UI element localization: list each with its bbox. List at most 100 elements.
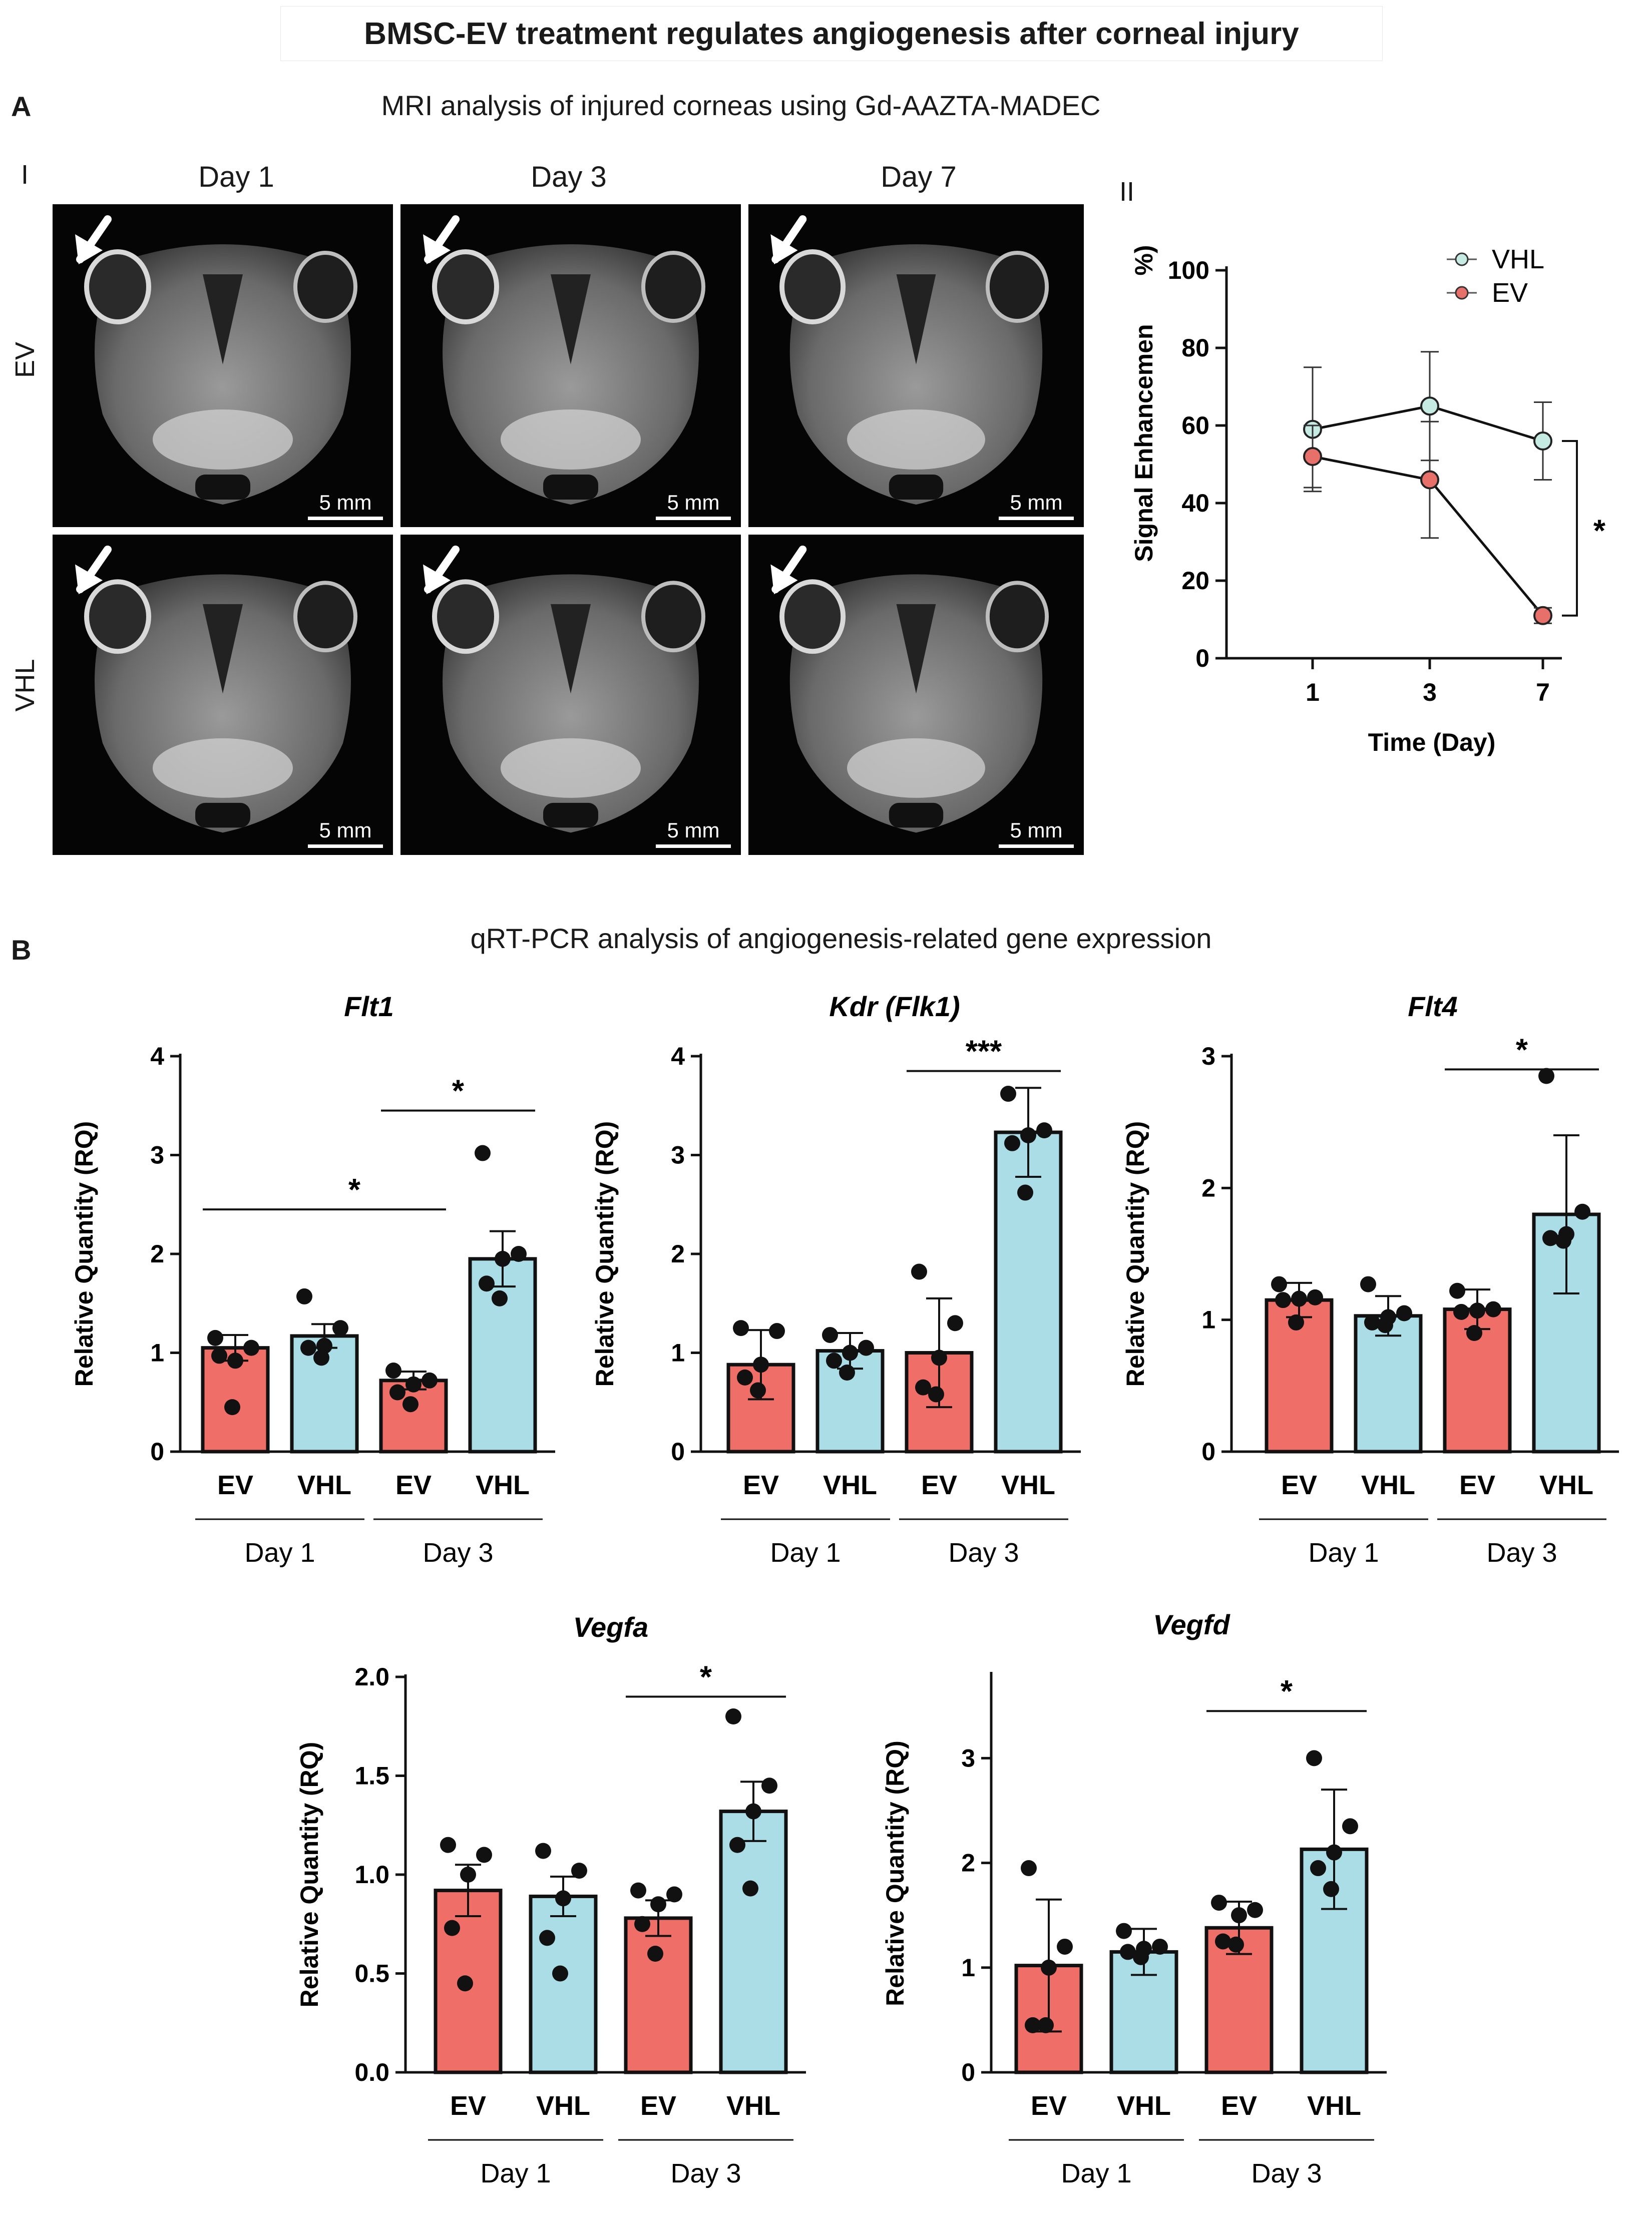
replicate-point	[761, 1778, 777, 1794]
replicate-point	[1342, 1818, 1358, 1835]
replicate-point	[742, 1880, 758, 1897]
replicate-point	[1469, 1302, 1485, 1319]
bar-vhl	[719, 1810, 788, 2074]
figure-title: BMSC-EV treatment regulates angiogenesis…	[280, 6, 1383, 61]
left-eye	[432, 249, 499, 324]
group-label: Day 1	[1061, 2158, 1131, 2188]
replicate-point	[457, 1975, 473, 1992]
category-label: VHL	[1117, 2091, 1171, 2121]
x-axis-label: Time (Day)	[1368, 728, 1496, 756]
replicate-point	[753, 1357, 769, 1373]
oral-cavity	[889, 802, 944, 828]
replicate-point	[1323, 1881, 1339, 1897]
significance-label: *	[348, 1173, 361, 1207]
replicate-point	[1485, 1301, 1501, 1317]
replicate-point	[511, 1246, 527, 1262]
replicate-point	[1036, 1122, 1052, 1139]
replicate-point	[1017, 1184, 1033, 1201]
replicate-point	[725, 1708, 741, 1724]
replicate-point	[535, 1843, 551, 1859]
replicate-point	[650, 1896, 666, 1913]
mri-image-vhl-day1: 5 mm	[53, 535, 393, 855]
replicate-point	[858, 1340, 874, 1356]
group-label: Day 1	[244, 1538, 315, 1568]
panel-a-subtitle: MRI analysis of injured corneas using Gd…	[381, 90, 1101, 121]
replicate-point	[1396, 1305, 1412, 1321]
category-label: VHL	[297, 1470, 351, 1500]
tongue-region	[501, 409, 641, 470]
replicate-point	[539, 1930, 555, 1946]
left-eye	[779, 249, 846, 324]
replicate-point	[555, 1890, 571, 1907]
oral-cavity	[195, 475, 250, 500]
y-tick-label: 4	[150, 1042, 164, 1070]
oral-cavity	[195, 802, 250, 828]
day-label-1: Day 1	[198, 161, 274, 193]
y-axis-label: Relative Quantity (RQ)	[295, 1742, 323, 2008]
y-tick-label: 0	[1195, 644, 1209, 672]
day-label-3: Day 3	[531, 161, 607, 193]
panel-a-sub-ii: II	[1119, 177, 1135, 207]
scale-bar-line	[308, 517, 383, 520]
replicate-point	[1377, 1317, 1393, 1334]
nasal-cavity	[896, 274, 936, 364]
legend-label-ev: EV	[1492, 278, 1528, 308]
bar-vhl	[529, 1894, 598, 2074]
group-label: Day 3	[670, 2158, 741, 2188]
y-tick-label: 60	[1181, 411, 1209, 439]
y-tick-label: 0	[1201, 1438, 1215, 1466]
vegfa-chart: Vegfa 0.0 0.5 1.0 1.5 2.0 Relative Quantity (R…	[295, 1611, 806, 2188]
scale-bar-line	[999, 517, 1074, 520]
injury-arrow-icon	[770, 564, 798, 595]
scale-bar: 5 mm	[308, 491, 383, 520]
significance-label: *	[1593, 514, 1606, 548]
y-axis-label: Relative Quantity (RQ)	[1121, 1121, 1149, 1387]
y-tick-label: 1	[961, 1954, 975, 1982]
y-axis-label: Relative Quantity (RQ)	[591, 1121, 619, 1387]
kdr-chart: Kdr (Flk1) 0 1 2 3 4 Relative Quantity (RQ) EV V…	[591, 991, 1081, 1568]
row-label-ev: EV	[10, 341, 40, 378]
replicate-point	[826, 1353, 842, 1369]
replicate-point	[1021, 1860, 1037, 1877]
y-tick-label: 1	[150, 1339, 164, 1367]
replicate-point	[444, 1920, 460, 1936]
mri-image-ev-day3: 5 mm	[400, 204, 741, 527]
y-axis-label: Relative Quantity (RQ)	[881, 1740, 909, 2006]
replicate-point	[822, 1326, 838, 1343]
mri-image-vhl-day7: 5 mm	[748, 535, 1084, 855]
chart-title: Flt4	[1408, 991, 1458, 1022]
replicate-point	[1152, 1938, 1168, 1955]
y-tick-label: 0.0	[354, 2058, 389, 2086]
replicate-point	[1120, 1944, 1136, 1960]
y-tick-label: 100	[1168, 256, 1209, 284]
replicate-point	[1449, 1282, 1465, 1299]
injury-arrow-icon	[75, 564, 103, 595]
y-tick-label: 0	[150, 1438, 164, 1466]
replicate-point	[1215, 1933, 1231, 1950]
scale-bar: 5 mm	[999, 818, 1074, 848]
replicate-point	[495, 1250, 511, 1267]
scale-bar-line	[308, 844, 383, 848]
replicate-point	[460, 1867, 476, 1883]
nasal-cavity	[551, 604, 591, 694]
y-tick-label: 3	[671, 1141, 685, 1169]
nasal-cavity	[896, 604, 936, 694]
significance-bracket	[1562, 440, 1578, 617]
y-tick-label: 1	[1201, 1306, 1215, 1334]
replicate-point	[1211, 1895, 1227, 1911]
oral-cavity	[543, 475, 598, 500]
tongue-region	[153, 409, 293, 470]
significance-label: *	[1516, 1033, 1528, 1067]
replicate-point	[440, 1837, 456, 1853]
row-label-vhl: VHL	[10, 659, 40, 712]
replicate-point	[243, 1340, 259, 1356]
replicate-point	[634, 1916, 650, 1932]
group-label: Day 1	[1308, 1538, 1379, 1568]
replicate-point	[1538, 1068, 1554, 1084]
replicate-point	[842, 1345, 858, 1361]
vegfd-chart: Vegfd 0 1 2 3 Relative Quantity (RQ) EV VHL EV VH…	[881, 1609, 1387, 2188]
y-tick-label: 1.0	[354, 1861, 389, 1889]
y-tick-label: 80	[1181, 334, 1209, 362]
panel-a-letter: A	[11, 91, 32, 122]
replicate-point	[227, 1353, 243, 1369]
